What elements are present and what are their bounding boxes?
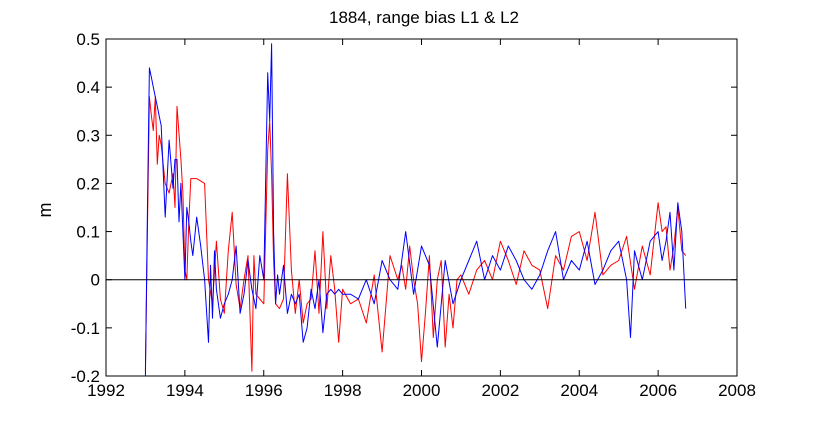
x-tick-label: 1992: [87, 381, 125, 400]
x-tick-label: 1994: [166, 381, 204, 400]
x-tick-label: 2004: [560, 381, 598, 400]
series-line-1: [144, 96, 687, 372]
x-tick-label: 1998: [324, 381, 362, 400]
y-axis-label: m: [35, 203, 55, 218]
y-tick-label: 0: [91, 271, 100, 290]
series-layer: [144, 43, 687, 377]
x-tick-label: 2002: [481, 381, 519, 400]
x-tick-label: 2008: [718, 381, 756, 400]
y-tick-label: 0.1: [76, 223, 100, 242]
y-tick-label: 0.4: [76, 78, 100, 97]
y-axis-ticks: -0.2 -0.1 0 0.1 0.2 0.3 0.4 0.5: [71, 30, 737, 386]
y-tick-label: 0.2: [76, 174, 100, 193]
y-tick-label: 0.3: [76, 126, 100, 145]
x-tick-label: 2006: [639, 381, 677, 400]
series-line-2: [144, 43, 687, 377]
y-tick-label: 0.5: [76, 30, 100, 49]
x-axis-ticks: 1992 1994 1996 1998 2000 2002 2004 2006 2008: [87, 39, 756, 400]
y-tick-label: -0.2: [71, 367, 100, 386]
y-tick-label: -0.1: [71, 319, 100, 338]
chart-title: 1884, range bias L1 & L2: [329, 8, 519, 27]
plot-frame: [105, 38, 738, 377]
x-tick-label: 2000: [403, 381, 441, 400]
x-tick-label: 1996: [245, 381, 283, 400]
